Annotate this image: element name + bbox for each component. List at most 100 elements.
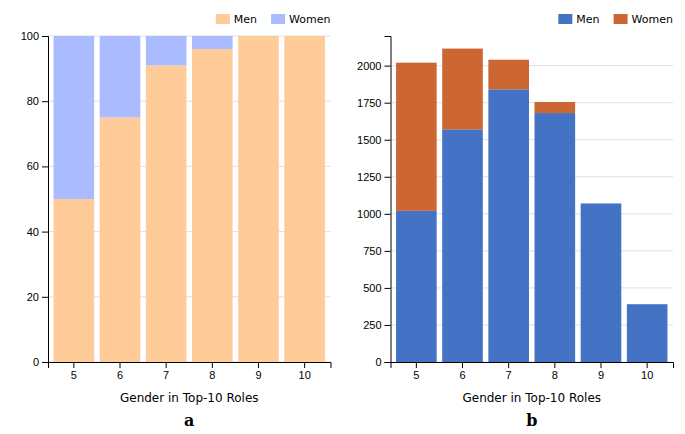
y-tick-mark [42, 166, 48, 167]
x-tick-label: 10 [299, 369, 311, 381]
bar [192, 49, 233, 362]
bar [627, 304, 668, 362]
legend-label: Women [632, 13, 673, 26]
x-tick-mark [166, 362, 167, 368]
x-tick: 5 [71, 362, 77, 381]
y-tick: 1250 [357, 171, 390, 183]
bar [100, 118, 141, 363]
x-tick-label: 9 [255, 369, 261, 381]
bar [535, 113, 576, 362]
x-tick: 10 [299, 362, 311, 381]
x-tick-label: 10 [641, 369, 653, 381]
series-0 [54, 36, 325, 362]
series-0 [396, 89, 667, 362]
x-tick-mark [73, 362, 74, 368]
legend-swatch [558, 14, 572, 24]
y-tick-mark [42, 36, 48, 37]
bar [396, 63, 437, 211]
bar [192, 36, 233, 49]
panel: 5678910020406080100Gender in Top-10 Role… [21, 13, 331, 430]
legend-item: Women [614, 13, 673, 26]
x-tick: 6 [117, 362, 123, 381]
y-axis-line [42, 37, 49, 363]
legend-swatch [216, 14, 230, 24]
y-tick-mark [385, 140, 391, 141]
x-tick-mark [304, 362, 305, 368]
bar [100, 36, 141, 118]
y-tick-label: 1750 [357, 97, 381, 109]
bar [581, 203, 622, 204]
y-tick-label: 750 [363, 245, 381, 257]
bar [284, 36, 325, 362]
y-tick: 500 [363, 282, 390, 294]
bar [238, 36, 279, 362]
bar [54, 199, 95, 362]
legend-item: Women [271, 13, 330, 26]
legend: Men Women [558, 13, 673, 26]
y-tick: 2000 [357, 60, 390, 72]
y-tick-mark [385, 288, 391, 289]
y-tick-label: 100 [21, 30, 39, 42]
x-tick-mark [258, 362, 259, 368]
y-tick-label: 0 [33, 356, 39, 368]
y-tick: 1000 [357, 208, 390, 220]
y-tick-label: 0 [375, 356, 381, 368]
y-tick-label: 60 [27, 160, 39, 172]
figure: 5678910020406080100Gender in Top-10 Role… [0, 0, 685, 434]
bar [627, 304, 668, 305]
x-axis-line [391, 363, 674, 369]
series-1 [396, 49, 575, 211]
x-tick-mark [416, 362, 417, 368]
y-tick-mark [385, 214, 391, 215]
legend-label: Men [234, 13, 257, 26]
bar [442, 129, 483, 362]
y-tick-label: 20 [27, 291, 39, 303]
legend-item: Men [558, 13, 599, 26]
bar [488, 60, 529, 90]
y-tick-mark [385, 362, 391, 363]
x-tick-label: 6 [459, 369, 465, 381]
y-tick-label: 1000 [357, 208, 381, 220]
series-1 [54, 36, 233, 199]
panel-label: b [526, 411, 537, 430]
bar [442, 49, 483, 130]
bar [581, 203, 622, 362]
bar [146, 36, 187, 65]
y-tick: 0 [33, 356, 48, 368]
y-tick-mark [385, 66, 391, 67]
x-tick-mark [212, 362, 213, 368]
x-tick-label: 7 [506, 369, 512, 381]
x-tick-label: 6 [117, 369, 123, 381]
panel-label: a [184, 411, 194, 430]
bar [535, 102, 576, 113]
legend-item: Men [216, 13, 257, 26]
y-tick-mark [385, 177, 391, 178]
y-axis: 0 250 500 750 1000 1250 1500 1750 2000 [357, 37, 391, 369]
y-tick: 100 [21, 30, 48, 42]
y-tick: 40 [27, 226, 48, 238]
x-axis-line [49, 363, 332, 369]
x-tick: 7 [163, 362, 169, 381]
y-tick-label: 1250 [357, 171, 381, 183]
y-tick: 1750 [357, 97, 390, 109]
x-tick-mark [120, 362, 121, 368]
y-tick-mark [385, 103, 391, 104]
y-tick: 250 [363, 319, 390, 331]
x-tick-label: 9 [598, 369, 604, 381]
y-tick-label: 1500 [357, 134, 381, 146]
y-tick: 80 [27, 95, 48, 107]
x-tick: 8 [552, 362, 558, 381]
y-tick: 0 [375, 356, 390, 368]
legend-label: Men [576, 13, 599, 26]
y-tick-mark [42, 232, 48, 233]
bar [284, 36, 325, 37]
x-tick: 10 [641, 362, 653, 381]
x-tick-label: 5 [71, 369, 77, 381]
y-tick-mark [42, 297, 48, 298]
x-tick: 8 [209, 362, 215, 381]
bar [238, 36, 279, 37]
x-tick: 5 [413, 362, 419, 381]
x-tick-mark [508, 362, 509, 368]
legend-swatch [271, 14, 285, 24]
y-tick-label: 80 [27, 95, 39, 107]
